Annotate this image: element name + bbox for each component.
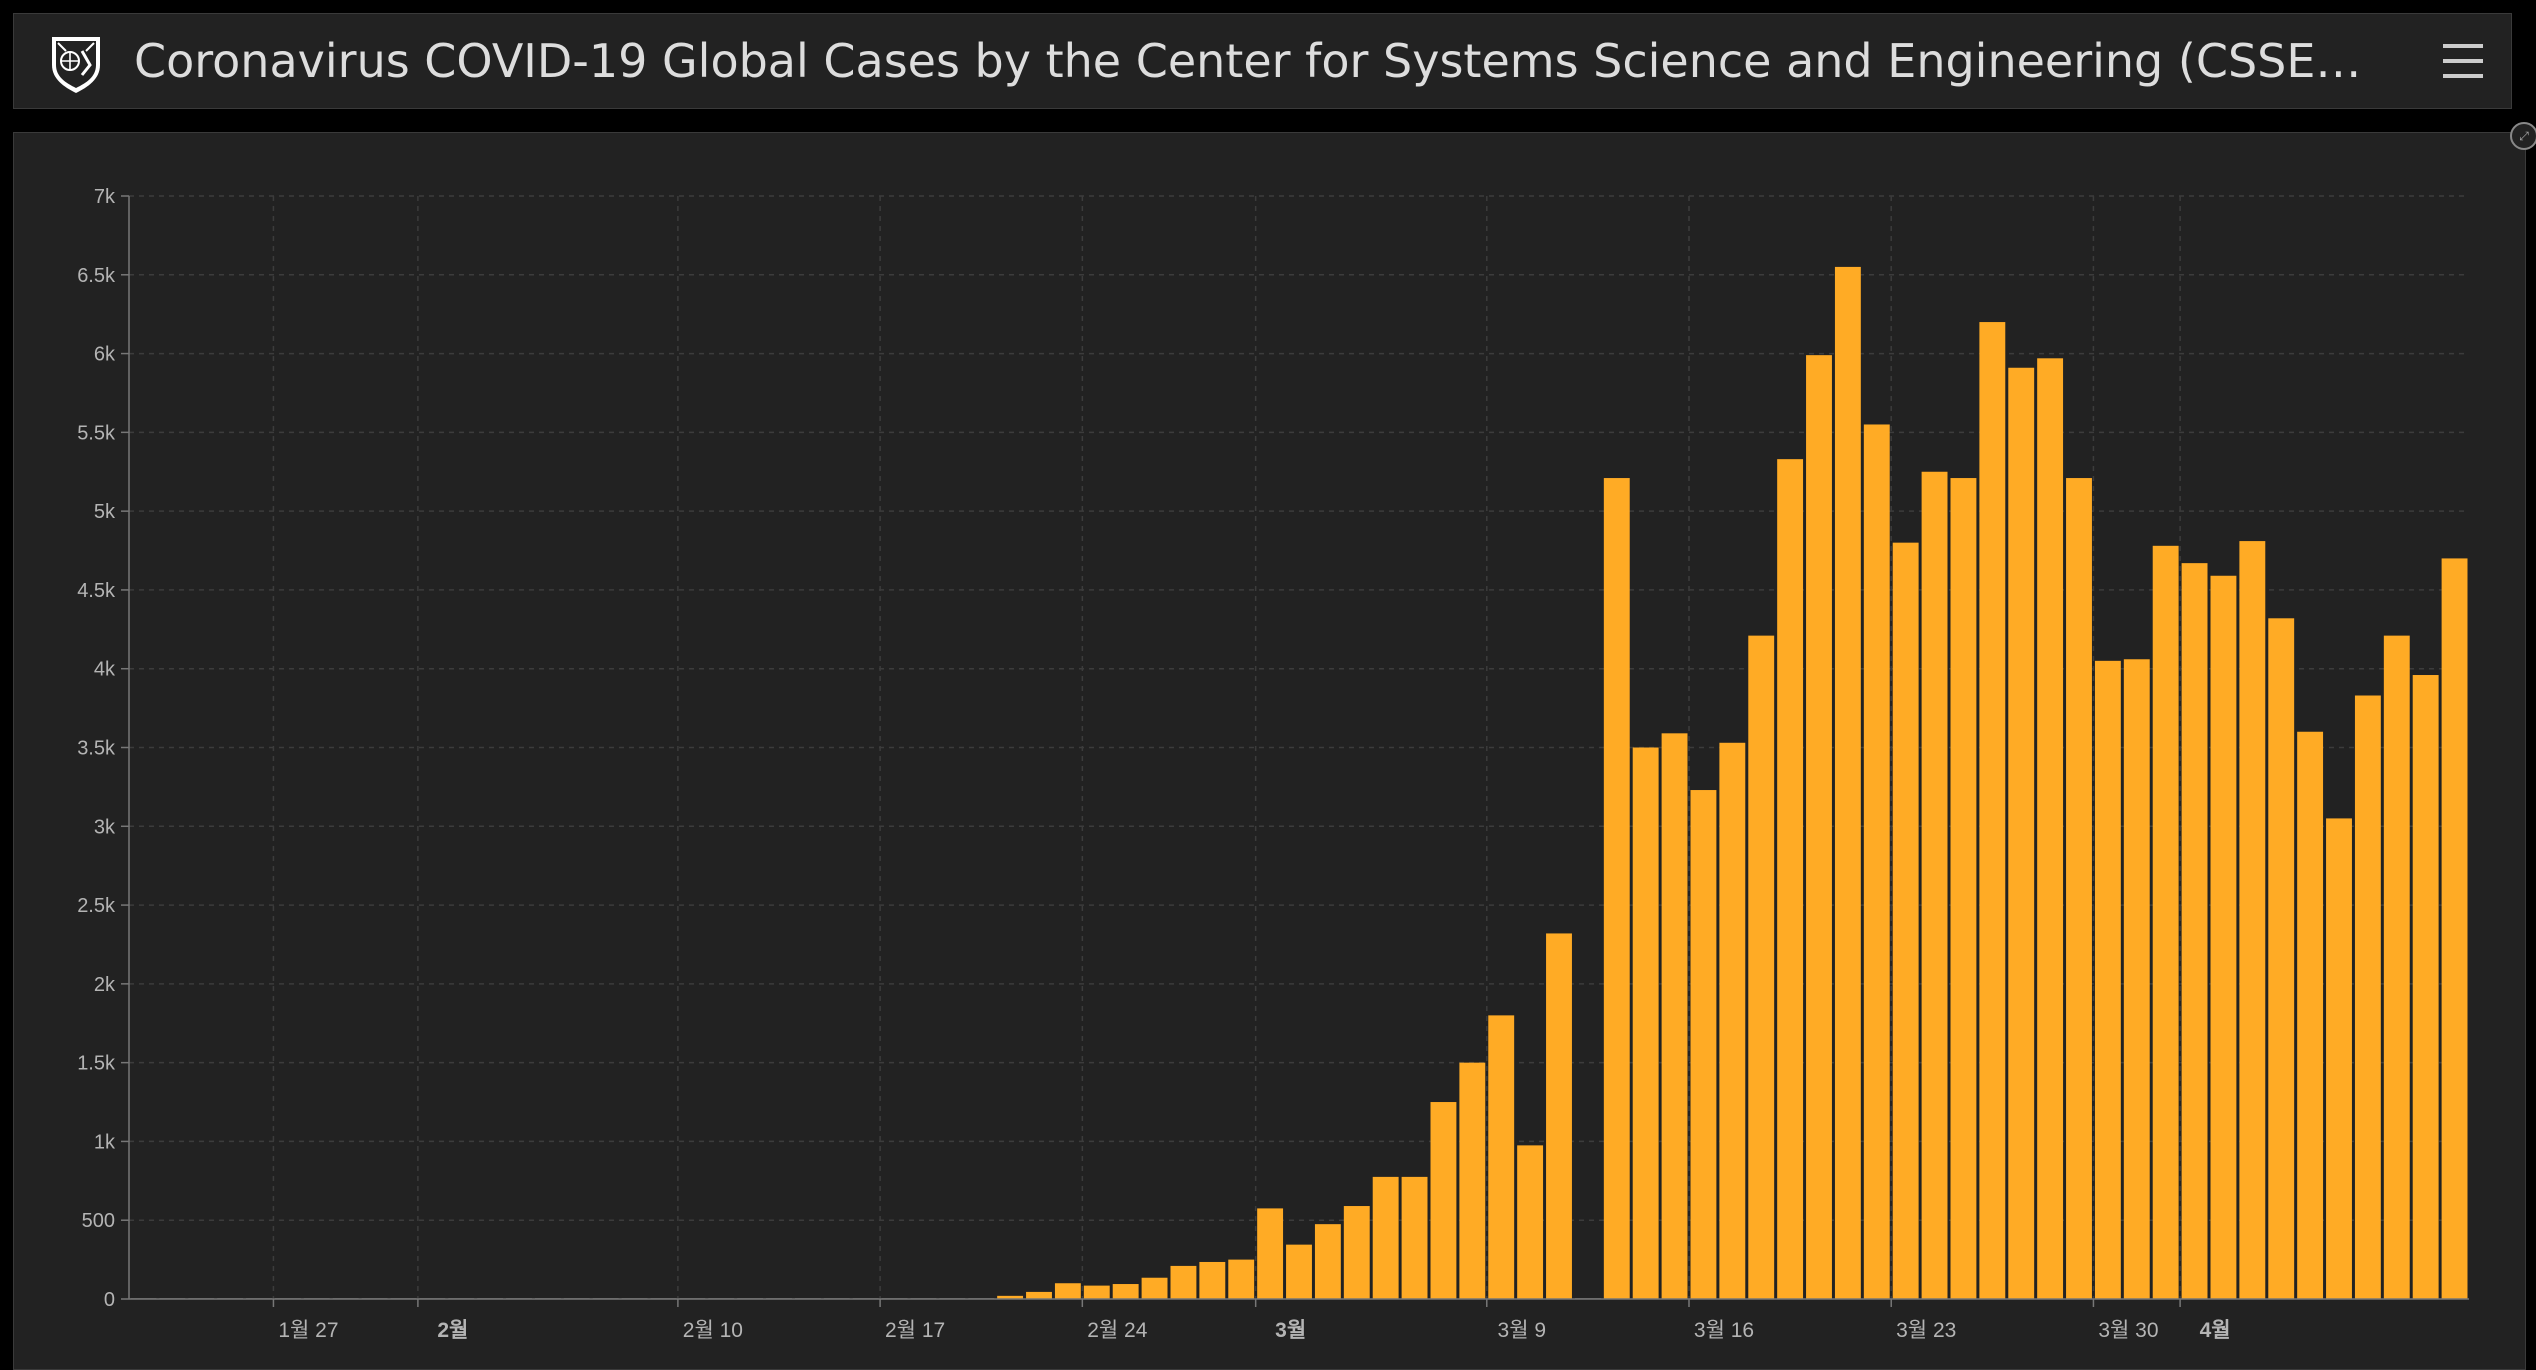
bar [1199,1261,1226,1299]
x-tick-label: 4월 [2200,1319,2231,1342]
bar [2008,367,2035,1299]
bar [1430,1102,1457,1299]
x-tick-label: 2월 10 [683,1319,743,1342]
bar [1719,742,1746,1299]
bar [2210,575,2237,1299]
hamburger-menu-icon[interactable] [2443,44,2483,78]
bar [2383,635,2410,1299]
y-tick-label: 2.5k [77,895,116,917]
bar [1863,424,1890,1299]
x-tick-label: 3월 30 [2098,1319,2158,1342]
bar [1112,1284,1139,1299]
x-tick-label: 2월 [437,1319,468,1342]
y-tick-label: 5k [94,501,116,523]
x-tick-label: 2월 24 [1087,1319,1148,1342]
y-tick-label: 7k [94,186,116,208]
y-tick-label: 0 [104,1289,115,1311]
bar [2354,695,2381,1299]
bar [1228,1259,1255,1299]
bar [1603,478,1630,1299]
y-tick-label: 6.5k [77,265,116,287]
bar [1892,542,1919,1299]
y-tick-label: 5.5k [77,422,116,444]
bar [2094,660,2121,1299]
x-tick-label: 3월 [1275,1319,1306,1342]
bar [2181,563,2208,1299]
bar [1546,933,1572,1299]
bar [2152,545,2179,1299]
bar [1488,1015,1515,1299]
x-tick-label: 3월 9 [1498,1319,1547,1342]
app-header: Coronavirus COVID-19 Global Cases by the… [13,13,2512,109]
daily-cases-bar-chart: 0 500 1k 1.5k 2k 2.5k 3k 3.5k 4k 4.5k 5k 5.5k 6k 6.5k… [77,186,2469,1342]
bar [2066,478,2092,1299]
y-tick-label: 4.5k [77,580,116,602]
bar [1026,1291,1052,1299]
bar [1690,790,1717,1299]
bar [2412,675,2439,1299]
x-tick-label: 2월 17 [885,1319,945,1342]
jhu-shield-logo [52,37,100,93]
y-tick-label: 3k [94,816,116,838]
bar [1314,1224,1341,1299]
bar [1950,478,1977,1299]
bar [1401,1176,1428,1299]
bar [1517,1145,1544,1299]
y-tick-label: 1.5k [77,1053,116,1075]
bar [1343,1206,1370,1299]
y-tick-label: 500 [82,1210,115,1232]
bar [997,1295,1024,1299]
bar [1257,1208,1284,1299]
bar [1054,1283,1081,1299]
bar [2441,558,2468,1299]
bar [1141,1277,1168,1299]
y-tick-label: 2k [94,974,116,996]
bar [1834,266,1861,1299]
bar [1083,1285,1110,1299]
y-tick-label: 4k [94,659,116,681]
bar [1372,1176,1399,1299]
y-tick-label: 1k [94,1131,116,1153]
bar [1921,471,1948,1299]
y-tick-label: 6k [94,344,116,366]
bar [1286,1244,1312,1299]
bar [2326,818,2352,1299]
x-tick-label: 3월 23 [1896,1319,1956,1342]
bar [1170,1265,1197,1299]
bar [2268,618,2295,1299]
bar [2239,541,2266,1299]
y-tick-label: 3.5k [77,738,116,760]
bar [1459,1062,1486,1299]
bar [1632,747,1659,1299]
bar [1806,355,1832,1299]
bar [1777,459,1804,1299]
bar [1979,322,2006,1299]
chart-panel: 0 500 1k 1.5k 2k 2.5k 3k 3.5k 4k 4.5k 5k 5.5k 6k 6.5k… [13,132,2526,1370]
bar [1661,733,1688,1299]
expand-panel-icon[interactable]: ⤢ [2510,122,2536,150]
x-tick-label: 1월 27 [278,1319,338,1342]
bar [1748,635,1775,1299]
bar [2123,659,2150,1299]
bar [2297,731,2324,1299]
x-tick-label: 3월 16 [1694,1319,1754,1342]
bar [2037,358,2064,1299]
page-title: Coronavirus COVID-19 Global Cases by the… [134,34,2364,88]
